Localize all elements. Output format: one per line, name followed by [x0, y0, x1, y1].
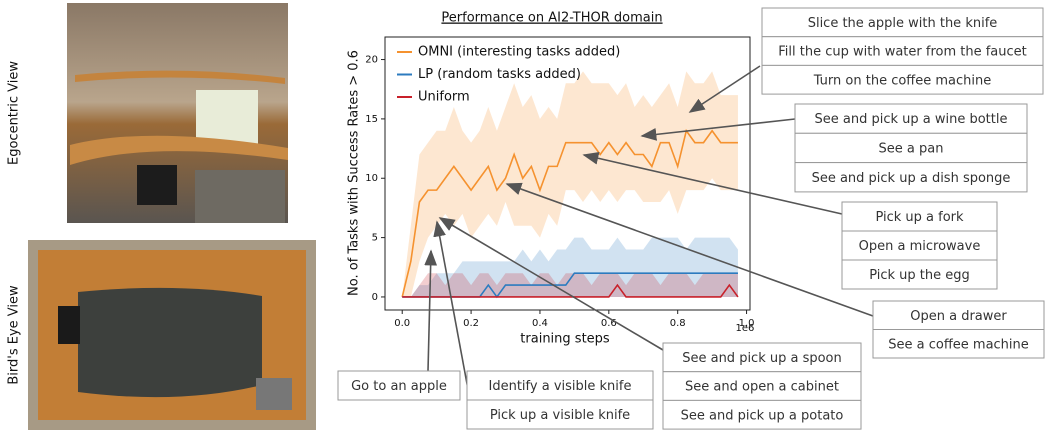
figure: Egocentric View Bird's Eye View Performa…	[0, 0, 1051, 433]
x-tick-label: 0.6	[601, 318, 617, 329]
chart-title: Performance on AI2-THOR domain	[441, 11, 662, 26]
view-label: Bird's Eye View	[7, 285, 22, 385]
annotation-text: See and pick up a wine bottle	[815, 112, 1008, 127]
x-tick-label: 0.2	[463, 318, 479, 329]
view-label: Egocentric View	[7, 61, 22, 165]
y-axis-label: No. of Tasks with Success Rates > 0.6	[347, 50, 362, 296]
x-tick-label: 0.4	[532, 318, 548, 329]
annotation-text: See a pan	[879, 141, 944, 156]
annotation-text: Fill the cup with water from the faucet	[778, 45, 1027, 60]
x-tick-label: 1.0	[739, 318, 755, 329]
y-tick-label: 10	[365, 173, 378, 184]
egocentric-image	[67, 3, 288, 223]
plot: 0 5 10 15 20 0.0 0.2 0.4 0.6 0.8 1.0 OMNI (interest…	[365, 45, 754, 330]
annotation-text: Open a microwave	[859, 239, 981, 254]
legend-label: OMNI (interesting tasks added)	[418, 45, 620, 60]
x-tick-label: 0.8	[670, 318, 686, 329]
annotation-text: Open a drawer	[910, 309, 1007, 324]
y-tick-label: 20	[365, 55, 378, 66]
annotation-text: Pick up the egg	[869, 268, 970, 283]
birds-eye-image	[28, 240, 316, 430]
annotation-text: See a coffee machine	[888, 337, 1029, 352]
y-tick-label: 0	[372, 292, 378, 303]
annotation-text: See and pick up a potato	[681, 408, 844, 423]
x-axis-label: training steps	[520, 332, 610, 347]
legend-label: LP (random tasks added)	[418, 67, 581, 82]
annotation-text: Identify a visible knife	[489, 379, 632, 394]
y-tick-label: 15	[365, 114, 378, 125]
legend-label: Uniform	[418, 90, 470, 105]
annotation-text: Turn on the coffee machine	[813, 73, 992, 88]
x-tick-label: 0.0	[394, 318, 410, 329]
y-tick-label: 5	[372, 233, 378, 244]
annotation-text: Go to an apple	[351, 379, 447, 394]
annotation-text: Pick up a fork	[875, 210, 964, 225]
annotation-text: Pick up a visible knife	[490, 408, 630, 423]
arrow	[428, 251, 431, 371]
annotation-text: See and pick up a spoon	[682, 351, 842, 366]
error-band	[402, 273, 738, 297]
annotation-text: See and pick up a dish sponge	[812, 171, 1011, 186]
annotation-text: Slice the apple with the knife	[808, 16, 998, 31]
annotation-text: See and open a cabinet	[685, 380, 839, 395]
